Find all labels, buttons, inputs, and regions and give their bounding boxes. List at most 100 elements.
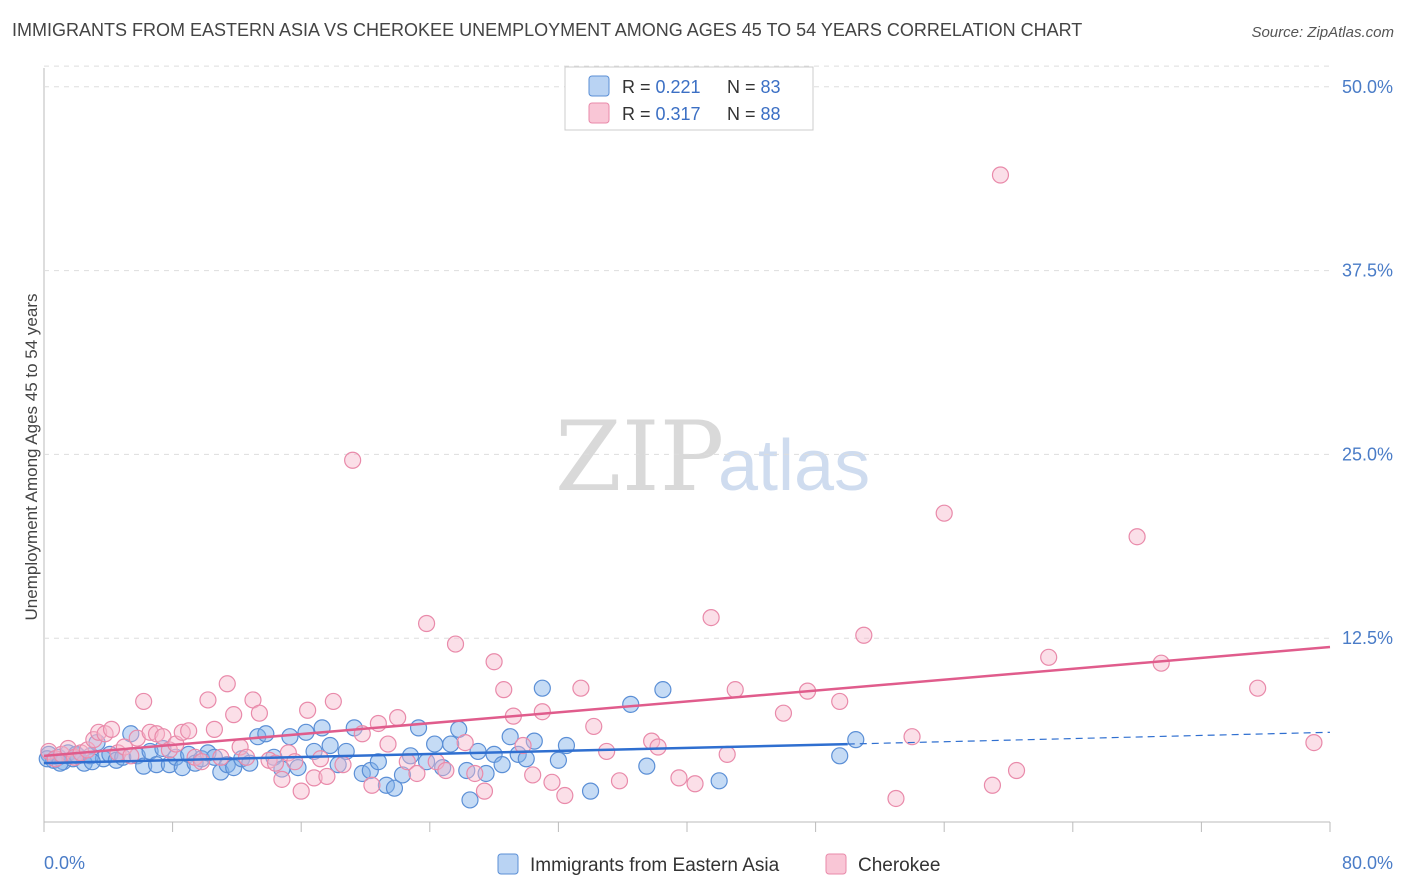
cherokee-point (334, 756, 352, 774)
cherokee-point (437, 761, 455, 780)
cherokee-point (524, 766, 542, 784)
immigrants-point (549, 751, 568, 769)
cherokee-point (686, 775, 704, 793)
immigrants-point (409, 719, 428, 737)
immigrants-point (638, 757, 656, 775)
watermark-zip: ZIP (555, 401, 724, 513)
cherokee-point (135, 692, 153, 711)
bottom-legend-label-cherokee: Cherokee (858, 855, 940, 876)
gridlines (44, 65, 1330, 639)
cherokee-point (192, 753, 211, 771)
cherokee-point (205, 720, 223, 738)
cherokee-trend-line (43, 645, 1331, 758)
immigrants-point (501, 728, 519, 746)
cherokee-point (585, 717, 603, 736)
immigrants-point (434, 758, 452, 777)
cherokee-point (533, 703, 551, 721)
watermark-atlas: atlas (718, 426, 870, 506)
cherokee-point (173, 723, 191, 741)
cherokee-point (266, 754, 285, 772)
cherokee-point (102, 720, 121, 738)
cherokee-point (1128, 528, 1146, 546)
cherokee-point (115, 738, 133, 756)
cherokee-point (446, 635, 465, 653)
cherokee-point (363, 776, 381, 794)
legend-n-value-1: 83 (761, 77, 781, 97)
cherokee-point (456, 733, 474, 752)
cherokee-point (199, 691, 217, 709)
legend-row-1: R = 0.221 (622, 77, 701, 97)
immigrants-point (831, 747, 849, 765)
trend-lines (43, 645, 1331, 765)
source-label: Source: ZipAtlas.com (1251, 24, 1394, 41)
immigrants-point (321, 736, 339, 755)
legend-n-label-2: N = (727, 104, 761, 124)
cherokee-point (610, 772, 629, 790)
cherokee-point (702, 609, 720, 627)
immigrants-point (622, 695, 640, 713)
bottom-legend-swatch-pink (825, 853, 847, 875)
immigrants-point (525, 732, 543, 750)
cherokee-point (649, 738, 667, 756)
immigrants-point (385, 779, 404, 797)
cherokee-point (273, 770, 291, 788)
x-tick-label-max: 80.0% (1342, 853, 1393, 873)
cherokee-point (466, 764, 484, 783)
legend-top: R = 0.221 N = 83 R = 0.317 N = 88 (564, 66, 814, 131)
legend-row-1-n: N = 83 (727, 77, 781, 97)
immigrants-trend-extension (847, 731, 1331, 745)
y-tick-label: 12.5% (1342, 628, 1393, 648)
cherokee-point (299, 701, 317, 719)
cherokee-point (311, 750, 330, 768)
immigrants-trend-line (43, 742, 848, 765)
cherokee-point (180, 722, 198, 740)
x-tick-label-min: 0.0% (44, 853, 85, 873)
immigrants-point (426, 735, 444, 753)
cherokee-point (1007, 761, 1026, 780)
chart-title: IMMIGRANTS FROM EASTERN ASIA VS CHEROKEE… (12, 20, 1083, 40)
immigrants-point (461, 791, 479, 809)
y-tick-label: 25.0% (1342, 444, 1393, 464)
y-tick-label: 37.5% (1342, 261, 1393, 281)
immigrants-point (533, 679, 551, 697)
y-tick-label: 50.0% (1342, 77, 1393, 97)
immigrants-point (393, 766, 412, 784)
cherokee-point (831, 692, 849, 711)
cherokee-point (1152, 654, 1170, 672)
legend-row-2-n: N = 88 (727, 104, 781, 124)
cherokee-point (141, 723, 159, 741)
cherokee-point (935, 504, 953, 522)
immigrants-point (493, 756, 511, 774)
cherokee-point (718, 745, 736, 763)
legend-n-label-1: N = (727, 77, 761, 97)
cherokee-point (379, 735, 397, 753)
cherokee-point (903, 728, 921, 746)
bottom-legend-label-immigrants: Immigrants from Eastern Asia (530, 855, 780, 876)
immigrants-point (509, 745, 527, 763)
cherokee-point (389, 708, 407, 727)
cherokee-point (726, 681, 744, 699)
immigrants-point (369, 753, 387, 771)
cherokee-point (598, 742, 616, 761)
legend-swatch-blue (588, 75, 610, 97)
y-axis-label: Unemployment Among Ages 45 to 54 years (22, 294, 41, 621)
immigrants-point (654, 681, 672, 699)
immigrants-point (442, 735, 460, 753)
cherokee-point (543, 773, 561, 791)
cherokee-point (78, 741, 97, 759)
legend-n-value-2: 88 (761, 104, 781, 124)
legend-r-label-2: R = (622, 104, 656, 124)
cherokee-point (225, 706, 243, 724)
cherokee-point (318, 767, 336, 786)
legend-swatch-pink (588, 102, 610, 124)
cherokee-point (475, 782, 494, 800)
immigrants-point (257, 725, 275, 743)
cherokee-point (218, 675, 236, 693)
immigrants-point (710, 772, 728, 790)
legend-row-2: R = 0.317 (622, 104, 701, 124)
cherokee-point (1305, 733, 1323, 752)
cherokee-point (495, 681, 513, 699)
immigrants-point (205, 748, 223, 766)
cherokee-point (324, 692, 342, 711)
